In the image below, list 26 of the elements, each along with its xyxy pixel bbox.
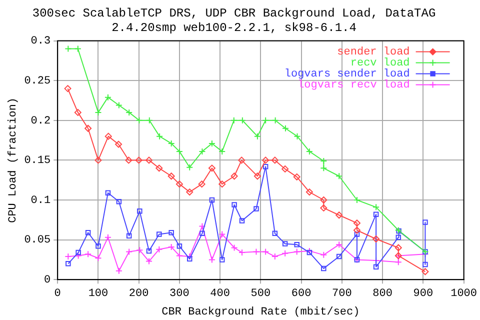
y-tick-label: 0 bbox=[44, 274, 51, 287]
x-tick-label: 0 bbox=[54, 288, 61, 300]
y-tick-label: 0.2 bbox=[30, 115, 51, 128]
y-tick-label: 0.25 bbox=[24, 76, 51, 88]
y-tick-label: 0.1 bbox=[30, 194, 51, 207]
y-tick-label: 0.3 bbox=[30, 36, 51, 48]
legend-label: logvars sender load bbox=[284, 68, 410, 81]
legend-label: recv load bbox=[350, 58, 410, 70]
y-axis-title: CPU Load (fraction) bbox=[8, 97, 20, 223]
x-tick-label: 300 bbox=[170, 288, 190, 300]
x-tick-label: 500 bbox=[250, 288, 271, 300]
x-tick-label: 800 bbox=[372, 288, 392, 300]
x-tick-label: 900 bbox=[413, 288, 434, 300]
chart-subtitle: 2.4.20smp web100-2.2.1, sk98-6.1.4 bbox=[112, 20, 356, 35]
x-tick-label: 1000 bbox=[450, 288, 477, 300]
x-tick-label: 200 bbox=[128, 288, 149, 300]
x-axis-title: CBR Background Rate (mbit/sec) bbox=[162, 306, 360, 318]
legend-label: logvars recv load bbox=[298, 80, 410, 92]
y-tick-label: 0.15 bbox=[24, 155, 51, 168]
x-tick-label: 100 bbox=[88, 288, 108, 300]
chart-title: 300sec ScalableTCP DRS, UDP CBR Background Load, DataTAG bbox=[32, 6, 436, 20]
legend-label: sender load bbox=[337, 46, 410, 59]
x-tick-label: 600 bbox=[291, 288, 312, 300]
x-tick-label: 700 bbox=[332, 288, 352, 300]
y-tick-label: 0.05 bbox=[24, 234, 51, 247]
x-tick-label: 400 bbox=[210, 288, 230, 300]
